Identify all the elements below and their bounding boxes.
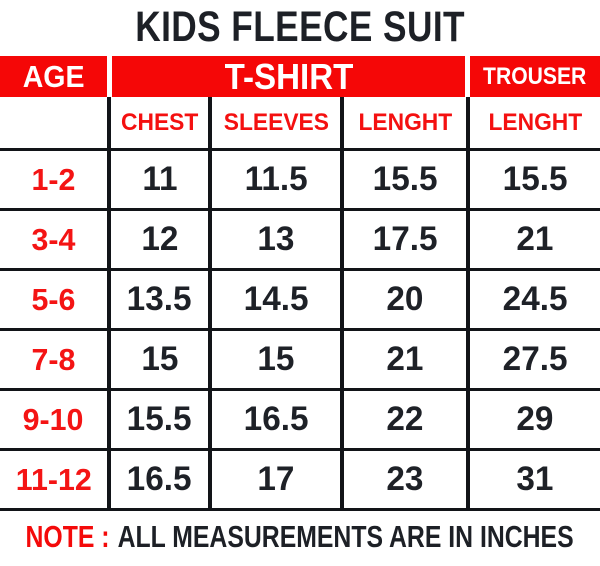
table-cell: 15	[212, 331, 344, 391]
subheader-length-label: LENGHT	[358, 108, 452, 136]
age-value: 11-12	[15, 461, 92, 497]
header-trouser-label: TROUSER	[483, 62, 587, 90]
table-cell: 13	[212, 211, 344, 271]
table-row-age: 1-2	[0, 151, 111, 211]
table-cell: 21	[470, 211, 600, 271]
table-cell: 22	[344, 391, 470, 451]
trouser-length-value: 27.5	[502, 340, 568, 378]
table-group-header-row: AGE T-SHIRT TROUSER	[0, 56, 600, 97]
age-value: 1-2	[31, 161, 76, 197]
header-age: AGE	[0, 56, 107, 97]
subheader-trouser-length-label: LENGHT	[488, 108, 582, 136]
header-age-label: AGE	[22, 58, 85, 94]
table-cell: 11	[111, 151, 212, 211]
size-table: CHEST SLEEVES LENGHT LENGHT 1-2 11 11.5 …	[0, 97, 600, 511]
table-cell: 15.5	[470, 151, 600, 211]
table-cell: 24.5	[470, 271, 600, 331]
table-cell: 27.5	[470, 331, 600, 391]
table-cell: 31	[470, 451, 600, 511]
age-value: 5-6	[31, 281, 76, 317]
sleeves-value: 14.5	[243, 280, 309, 318]
length-value: 15.5	[372, 160, 438, 198]
trouser-length-value: 31	[516, 460, 554, 498]
subheader-empty-cell	[0, 97, 111, 151]
table-row-age: 7-8	[0, 331, 111, 391]
trouser-length-value: 29	[516, 400, 554, 438]
table-cell: 12	[111, 211, 212, 271]
sleeves-value: 16.5	[243, 400, 309, 438]
table-cell: 16.5	[111, 451, 212, 511]
sleeves-value: 11.5	[244, 160, 308, 198]
subheader-sleeves: SLEEVES	[212, 97, 344, 151]
table-cell: 21	[344, 331, 470, 391]
note-row: NOTE : ALL MEASUREMENTS ARE IN INCHES	[0, 511, 600, 563]
note-label: NOTE :	[25, 519, 110, 554]
title-bar: KIDS FLEECE SUIT	[0, 0, 600, 54]
table-cell: 17.5	[344, 211, 470, 271]
trouser-length-value: 15.5	[502, 160, 568, 198]
subheader-trouser-length: LENGHT	[470, 97, 600, 151]
length-value: 22	[386, 400, 424, 438]
trouser-length-value: 21	[516, 220, 554, 258]
length-value: 21	[386, 340, 424, 378]
chest-value: 13.5	[127, 280, 192, 318]
chest-value: 11	[141, 160, 178, 198]
sleeves-value: 13	[257, 220, 295, 258]
table-cell: 14.5	[212, 271, 344, 331]
page-title: KIDS FLEECE SUIT	[135, 2, 465, 51]
table-cell: 11.5	[212, 151, 344, 211]
subheader-sleeves-label: SLEEVES	[223, 108, 329, 136]
subheader-chest-label: CHEST	[120, 108, 199, 136]
chest-value: 15	[140, 340, 179, 378]
chest-value: 15.5	[127, 400, 192, 438]
length-value: 17.5	[372, 220, 438, 258]
table-cell: 15.5	[344, 151, 470, 211]
sleeves-value: 15	[257, 340, 295, 378]
age-value: 7-8	[31, 341, 76, 377]
table-cell: 29	[470, 391, 600, 451]
header-tshirt: T-SHIRT	[112, 56, 465, 97]
table-row-age: 3-4	[0, 211, 111, 271]
table-row-age: 5-6	[0, 271, 111, 331]
header-trouser: TROUSER	[470, 56, 600, 97]
table-cell: 15	[111, 331, 212, 391]
sleeves-value: 17	[257, 460, 295, 498]
table-row-age: 11-12	[0, 451, 111, 511]
length-value: 23	[386, 460, 424, 498]
age-value: 9-10	[23, 401, 84, 437]
note-text: ALL MEASUREMENTS ARE IN INCHES	[117, 519, 575, 554]
header-tshirt-label: T-SHIRT	[224, 55, 353, 97]
age-value: 3-4	[31, 221, 76, 257]
length-value: 20	[386, 280, 424, 318]
table-cell: 20	[344, 271, 470, 331]
note: NOTE : ALL MEASUREMENTS ARE IN INCHES	[26, 519, 574, 555]
chest-value: 12	[140, 220, 179, 258]
table-cell: 15.5	[111, 391, 212, 451]
subheader-length: LENGHT	[344, 97, 470, 151]
chest-value: 16.5	[127, 460, 192, 498]
table-cell: 23	[344, 451, 470, 511]
table-cell: 16.5	[212, 391, 344, 451]
subheader-chest: CHEST	[111, 97, 212, 151]
table-cell: 17	[212, 451, 344, 511]
trouser-length-value: 24.5	[502, 280, 568, 318]
table-cell: 13.5	[111, 271, 212, 331]
table-row-age: 9-10	[0, 391, 111, 451]
